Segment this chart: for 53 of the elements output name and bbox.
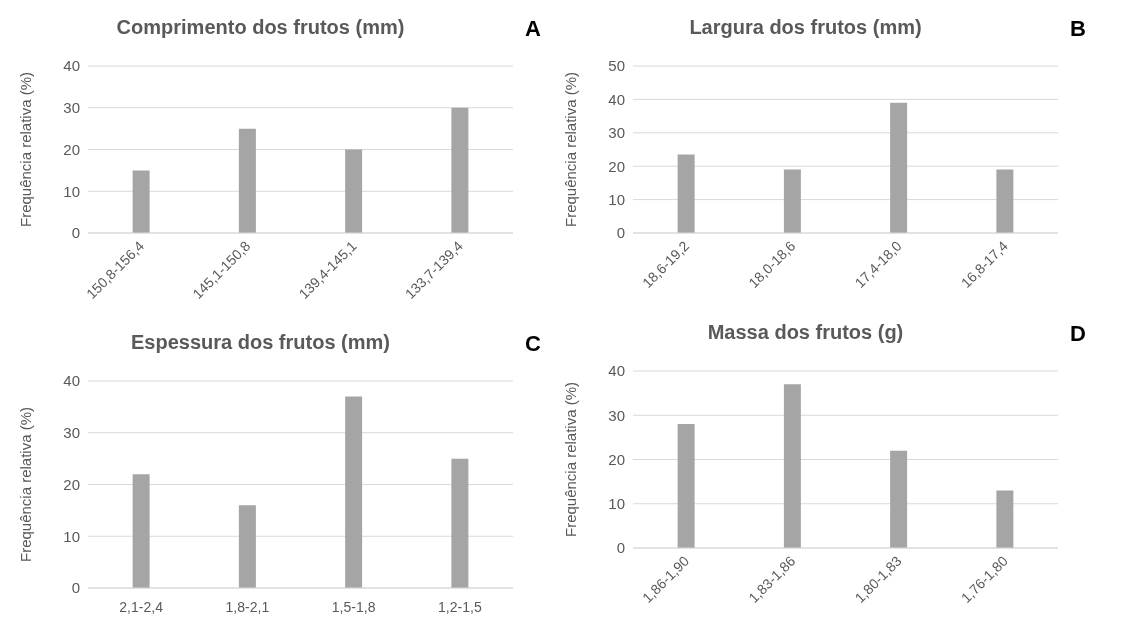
text: D <box>1070 321 1086 347</box>
bar <box>345 396 363 588</box>
chart-title: Massa dos frutos (g) <box>706 321 905 344</box>
y-tick-label: 0 <box>616 539 625 557</box>
y-tick-label: 40 <box>63 57 80 75</box>
bar <box>132 170 150 233</box>
y-tick-label: 0 <box>616 224 625 242</box>
y-tick-label: 30 <box>608 406 625 424</box>
bar <box>677 424 695 548</box>
y-tick-label: 10 <box>608 495 625 513</box>
y-tick-label: 40 <box>608 362 625 380</box>
y-tick-label: 30 <box>63 99 80 117</box>
x-tick-label: 2,1-2,4 <box>119 599 164 615</box>
y-tick-label: 10 <box>608 190 625 208</box>
chart-title: Largura dos frutos (mm) <box>688 16 923 39</box>
y-tick-label: 0 <box>71 224 80 242</box>
bar <box>783 384 801 548</box>
y-axis-title: Frequência relativa (%) <box>17 71 35 228</box>
bar <box>677 154 695 233</box>
bar <box>238 128 256 233</box>
y-tick-label: 20 <box>63 475 80 493</box>
y-tick-label: 10 <box>63 527 80 545</box>
y-axis-title: Frequência relativa (%) <box>562 71 580 228</box>
bar <box>451 107 469 233</box>
y-tick-label: 30 <box>608 124 625 142</box>
bar <box>996 490 1014 548</box>
bar <box>345 149 363 233</box>
chart-title: Comprimento dos frutos (mm) <box>115 16 406 39</box>
bar <box>890 450 908 548</box>
x-tick-label: 1,2-1,5 <box>438 599 482 615</box>
y-tick-label: 50 <box>608 57 625 75</box>
x-tick-label: 1,5-1,8 <box>331 599 376 615</box>
bar <box>451 458 469 588</box>
chart-title: Espessura dos frutos (mm) <box>130 331 391 354</box>
y-tick-label: 20 <box>608 450 625 468</box>
y-tick-label: 40 <box>608 90 625 108</box>
bar <box>132 474 150 588</box>
y-tick-label: 20 <box>63 140 80 158</box>
y-tick-label: 0 <box>71 579 80 597</box>
text: A <box>525 16 541 42</box>
bar <box>890 102 908 233</box>
y-tick-label: 10 <box>63 182 80 200</box>
x-tick-label: 1,8-2,1 <box>225 599 270 615</box>
y-tick-label: 30 <box>63 424 80 442</box>
y-axis-title: Frequência relativa (%) <box>17 406 35 563</box>
text: C <box>525 331 541 357</box>
y-axis-title: Frequência relativa (%) <box>562 381 580 538</box>
y-tick-label: 40 <box>63 372 80 390</box>
y-tick-label: 20 <box>608 157 625 175</box>
text: B <box>1070 16 1086 42</box>
bar <box>238 505 256 588</box>
bar <box>783 169 801 233</box>
bar <box>996 169 1014 233</box>
